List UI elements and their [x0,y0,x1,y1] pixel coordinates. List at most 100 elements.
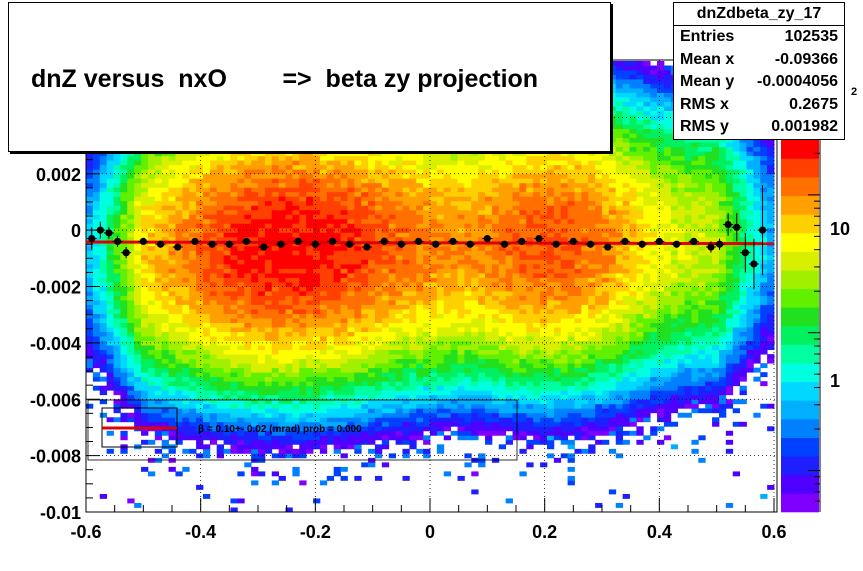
heatmap-cell [264,439,273,445]
heatmap-cell [306,448,314,454]
heatmap-cell [409,218,417,224]
heatmap-cell [374,218,383,224]
heatmap-cell [319,191,328,197]
heatmap-cell [436,363,445,369]
heatmap-cell [409,403,417,409]
heatmap-cell [168,151,176,157]
heatmap-cell [216,254,224,260]
heatmap-cell [306,421,314,427]
heatmap-cell [430,367,438,373]
heatmap-cell [141,399,149,405]
heatmap-cell [127,259,135,265]
heatmap-cell [196,385,204,391]
heatmap-cell [471,403,479,409]
heatmap-cell [457,340,465,346]
heatmap-cell [244,439,252,445]
heatmap-cell [485,340,493,346]
heatmap-cell [430,408,438,414]
heatmap-cell [388,403,396,409]
heatmap-cell [134,421,142,427]
heatmap-cell [416,304,424,310]
heatmap-cell [216,435,224,441]
heatmap-cell [209,281,218,287]
heatmap-cell [436,412,445,418]
heatmap-cell [251,322,259,328]
heatmap-cell [209,268,218,274]
heatmap-cell [430,191,438,197]
heatmap-cell [368,376,376,382]
heatmap-cell [285,160,293,166]
heatmap-cell [457,236,465,242]
heatmap-cell [168,173,176,179]
heatmap-cell [251,439,259,445]
heatmap-cell [491,426,500,432]
heatmap-cell [168,385,176,391]
heatmap-cell [381,444,390,450]
heatmap-cell [354,345,362,351]
heatmap-cell [161,232,169,238]
heatmap-cell [168,232,176,238]
heatmap-cell [319,318,328,323]
heatmap-cell [264,349,273,355]
heatmap-cell [313,300,321,305]
heatmap-cell [436,327,445,332]
heatmap-cell [141,277,149,283]
heatmap-cell [347,345,355,351]
heatmap-cell [306,191,314,197]
heatmap-cell [402,205,410,211]
heatmap-cell [92,358,101,364]
heatmap-cell [409,444,417,450]
heatmap-cell [430,300,438,305]
heatmap-cell [182,236,190,242]
heatmap-cell [450,245,458,251]
heatmap-cell [319,381,328,387]
heatmap-cell [436,151,445,157]
heatmap-cell [464,182,472,188]
heatmap-cell [230,354,238,360]
heatmap-cell [189,394,197,400]
heatmap-cell [436,385,445,391]
heatmap-cell [471,394,479,400]
heatmap-cell [381,376,390,382]
heatmap-cell [209,259,218,265]
heatmap-cell [299,151,307,157]
heatmap-cell [361,200,369,206]
heatmap-cell [285,155,293,161]
heatmap-cell [368,381,376,387]
heatmap-cell [141,173,149,179]
heatmap-cell [230,444,238,450]
heatmap-cell [271,232,280,238]
heatmap-cell [347,300,355,305]
heatmap-cell [147,196,156,202]
heatmap-cell [381,281,390,287]
heatmap-cell [464,313,472,319]
heatmap-cell [409,155,417,161]
heatmap-cell [127,318,135,323]
heatmap-cell [347,205,355,211]
heatmap-cell [202,205,211,211]
heatmap-cell [430,209,438,215]
heatmap-cell [326,291,335,296]
heatmap-cell [402,394,410,400]
heatmap-cell [196,254,204,260]
heatmap-cell [457,223,465,229]
heatmap-cell [361,295,369,301]
heatmap-cell [154,367,163,373]
heatmap-cell [450,327,458,332]
heatmap-cell [423,272,431,278]
heatmap-cell [106,300,114,305]
heatmap-cell [395,281,403,287]
heatmap-cell [430,412,438,418]
heatmap-cell [168,394,176,400]
heatmap-cell [340,309,348,314]
heatmap-cell [113,372,121,378]
heatmap-cell [485,291,493,296]
heatmap-cell [161,295,169,301]
heatmap-cell [326,155,335,161]
heatmap-cell [299,336,307,342]
heatmap-cell [230,173,238,179]
heatmap-cell [388,340,396,346]
heatmap-cell [333,421,341,427]
heatmap-cell [127,313,135,319]
heatmap-cell [113,345,121,351]
